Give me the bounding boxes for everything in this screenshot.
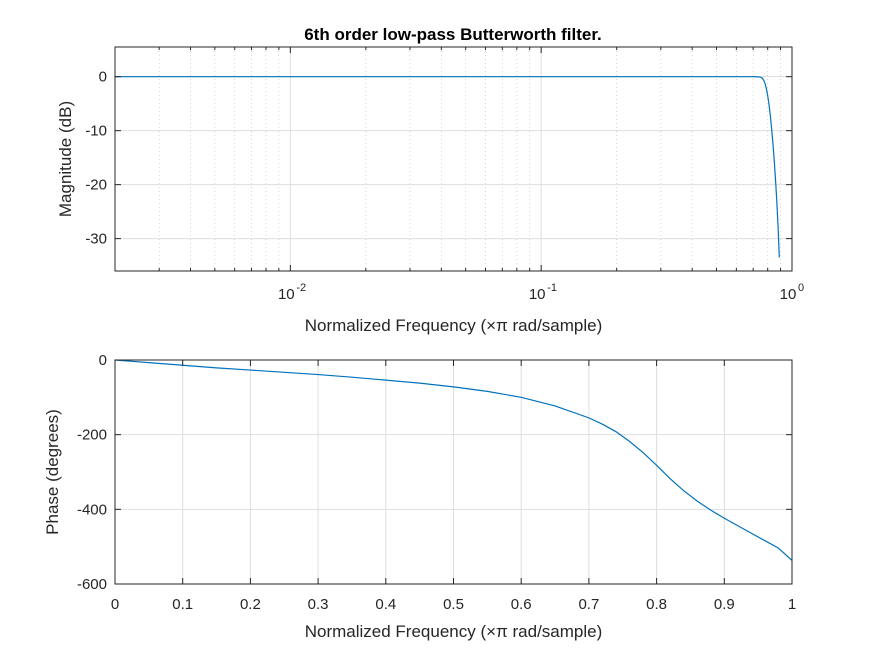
x-tick-label: 0.8 xyxy=(646,596,667,613)
x-tick-label: 10 xyxy=(780,286,797,303)
x-tick-label: 1 xyxy=(788,596,796,613)
y-tick-label: -200 xyxy=(77,427,107,444)
x-tick-label: 0.6 xyxy=(511,596,532,613)
y-tick-label: 0 xyxy=(99,352,107,369)
y-tick-label: -400 xyxy=(77,501,107,518)
x-tick-label: 0 xyxy=(111,596,119,613)
phase-series-line xyxy=(114,359,793,561)
y-tick-label: 0 xyxy=(99,69,107,86)
y-tick-label: -20 xyxy=(85,177,107,194)
x-tick-label: 0.3 xyxy=(308,596,329,613)
x-tick-label: 0.5 xyxy=(443,596,464,613)
y-tick-label: -30 xyxy=(85,231,107,248)
x-tick-label: 0.2 xyxy=(240,596,261,613)
x-tick-label-exponent: -1 xyxy=(547,282,557,294)
magnitude-plot-area xyxy=(115,47,792,271)
y-axis-label: Magnitude (dB) xyxy=(56,101,75,217)
x-tick-label: 10 xyxy=(529,286,546,303)
y-tick-label: -600 xyxy=(77,576,107,593)
y-axis-label: Phase (degrees) xyxy=(43,409,62,535)
magnitude-series-line xyxy=(115,76,780,258)
x-axis-label: Normalized Frequency (×π rad/sample) xyxy=(305,316,603,335)
x-tick-label: 10 xyxy=(278,286,295,303)
x-tick-label: 0.1 xyxy=(172,596,193,613)
x-tick-label-exponent: 0 xyxy=(798,282,804,294)
x-tick-label: 0.4 xyxy=(375,596,396,613)
x-tick-label: 0.9 xyxy=(714,596,735,613)
x-tick-label-exponent: -2 xyxy=(296,282,306,294)
x-axis-label: Normalized Frequency (×π rad/sample) xyxy=(305,622,603,641)
y-tick-label: -10 xyxy=(85,123,107,140)
x-tick-label: 0.7 xyxy=(578,596,599,613)
magnitude-axes-frame xyxy=(114,46,793,272)
phase-plot: 0 0.1 0.2 0.3 0.4 0.5 0.6 0.7 0.8 0.9 1 0 -200 -400 -6… xyxy=(43,352,796,641)
chart-title: 6th order low-pass Butterworth filter. xyxy=(304,25,602,44)
